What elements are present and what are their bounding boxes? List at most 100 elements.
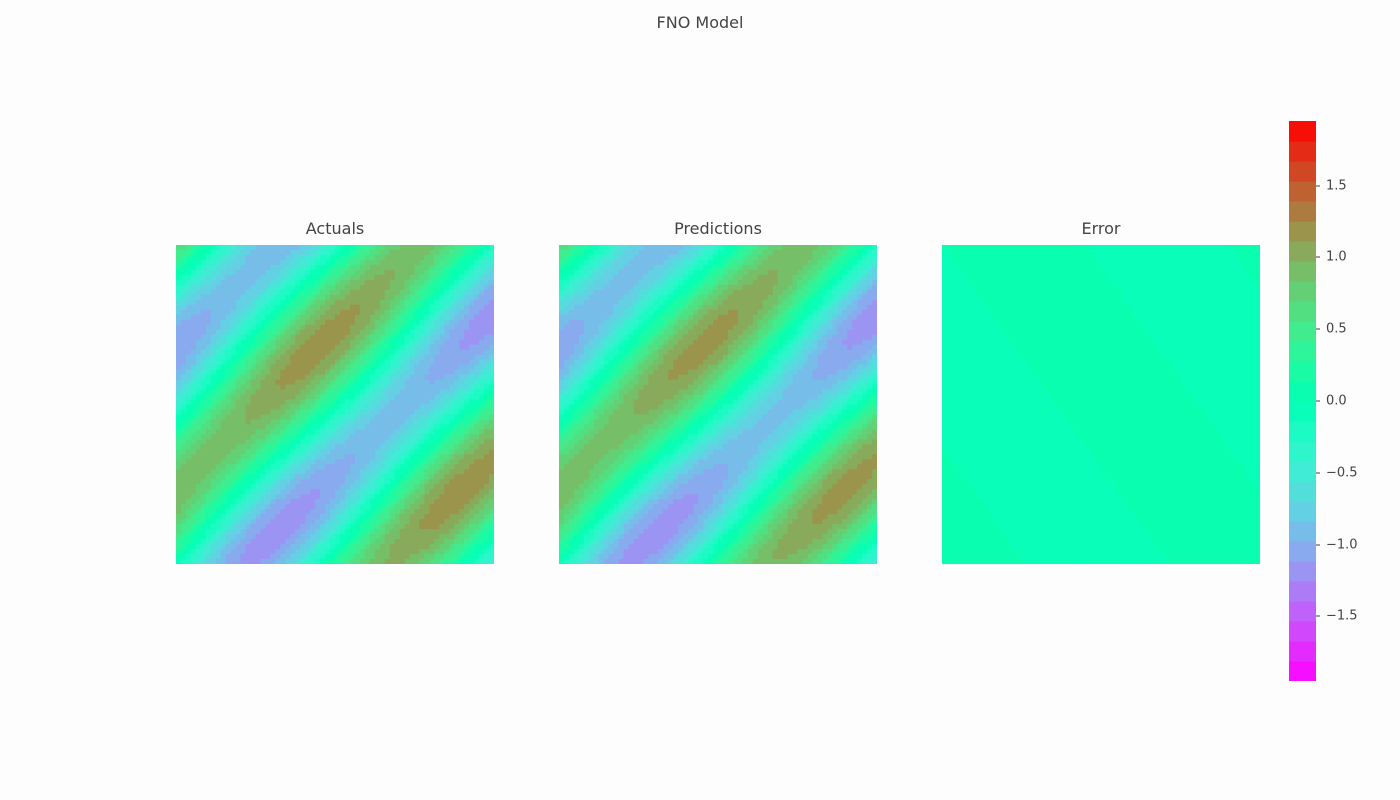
heatmap-cell [245,404,252,411]
heatmap-cell [747,279,754,286]
heatmap-cell [190,514,197,520]
heatmap-cell [300,474,306,480]
heatmap-cell [673,279,679,286]
heatmap-cell [250,324,257,331]
heatmap-cell [255,509,262,515]
heatmap-cell [474,264,480,271]
heatmap-cell [399,264,406,271]
heatmap-cell [230,245,237,251]
heatmap-cell [230,414,237,421]
heatmap-cell [240,274,247,281]
heatmap-cell [459,314,465,321]
heatmap-cell [429,414,435,421]
heatmap-cell [290,329,296,336]
heatmap-cell [235,504,242,510]
heatmap-cell [404,459,411,465]
heatmap-cell [176,504,182,510]
heatmap-cell [469,354,475,361]
heatmap-cell [230,374,237,381]
heatmap-cell [414,334,421,341]
heatmap-cell [807,254,814,261]
heatmap-cell [220,409,227,416]
heatmap-cell [315,379,321,386]
heatmap-cell [718,279,724,286]
heatmap-cell [459,299,465,306]
heatmap-cell [777,259,784,266]
heatmap-cell [434,509,440,515]
heatmap-cell [633,249,640,256]
heatmap-cell [270,374,276,381]
heatmap-cell [364,259,371,266]
heatmap-cell [185,264,192,271]
heatmap-cell [285,294,291,301]
heatmap-cell [404,404,411,411]
heatmap-cell [330,494,336,500]
heatmap-cell [200,544,207,550]
heatmap-cell [250,334,257,341]
heatmap-cell [454,549,460,555]
heatmap-cell [320,374,326,381]
heatmap-cell [230,554,237,560]
heatmap-cell [310,559,316,564]
heatmap-cell [404,514,411,520]
heatmap-cell [374,319,381,326]
heatmap-cell [484,479,490,485]
heatmap-cell [359,539,366,545]
heatmap-cell [260,409,267,416]
heatmap-cell [757,309,764,316]
heatmap-cell [275,494,281,500]
heatmap-cell [399,279,406,286]
heatmap-cell [434,319,440,326]
heatmap-cell [379,264,386,271]
heatmap-cell [747,264,754,271]
heatmap-cell [235,344,242,351]
heatmap-cell [364,454,371,460]
heatmap-cell [658,304,664,311]
heatmap-cell [762,284,769,291]
heatmap-cell [389,279,396,286]
heatmap-cell [832,269,838,276]
heatmap-cell [180,304,187,311]
heatmap-cell [250,469,257,475]
heatmap-cell [389,404,396,411]
heatmap-cell [648,274,655,281]
heatmap-cell [767,245,774,251]
heatmap-cell [409,454,416,460]
heatmap-cell [300,444,306,450]
heatmap-cell [220,469,227,475]
heatmap-cell [464,459,470,465]
heatmap-cell [792,249,799,256]
heatmap-cell [872,289,877,296]
heatmap-cell [354,549,361,555]
heatmap-cell [330,434,336,440]
heatmap-cell [200,519,207,525]
heatmap-cell [280,299,286,306]
heatmap-cell [434,389,440,396]
heatmap-cell [185,284,192,291]
heatmap-cell [802,249,809,256]
heatmap-cell [295,514,301,520]
heatmap-cell [295,444,301,450]
heatmap-cell [250,289,257,296]
heatmap-cell [185,444,192,450]
heatmap-cell [290,264,296,271]
heatmap-cell [444,464,450,470]
heatmap-cell [300,449,306,455]
heatmap-cell [414,384,421,391]
heatmap-cell [444,294,450,301]
heatmap-cell [185,414,192,421]
heatmap-cell [200,309,207,316]
heatmap-cell [429,344,435,351]
heatmap-cell [782,269,789,276]
heatmap-cell [404,469,411,475]
heatmap-cell [479,409,485,416]
heatmap-cell [787,284,794,291]
heatmap-cell [195,269,202,276]
heatmap-cell [325,534,331,540]
heatmap-cell [225,504,232,510]
heatmap-cell [444,334,450,341]
heatmap-cell [235,269,242,276]
heatmap-cell [474,499,480,505]
heatmap-cell [230,384,237,391]
heatmap-cell [295,324,301,331]
